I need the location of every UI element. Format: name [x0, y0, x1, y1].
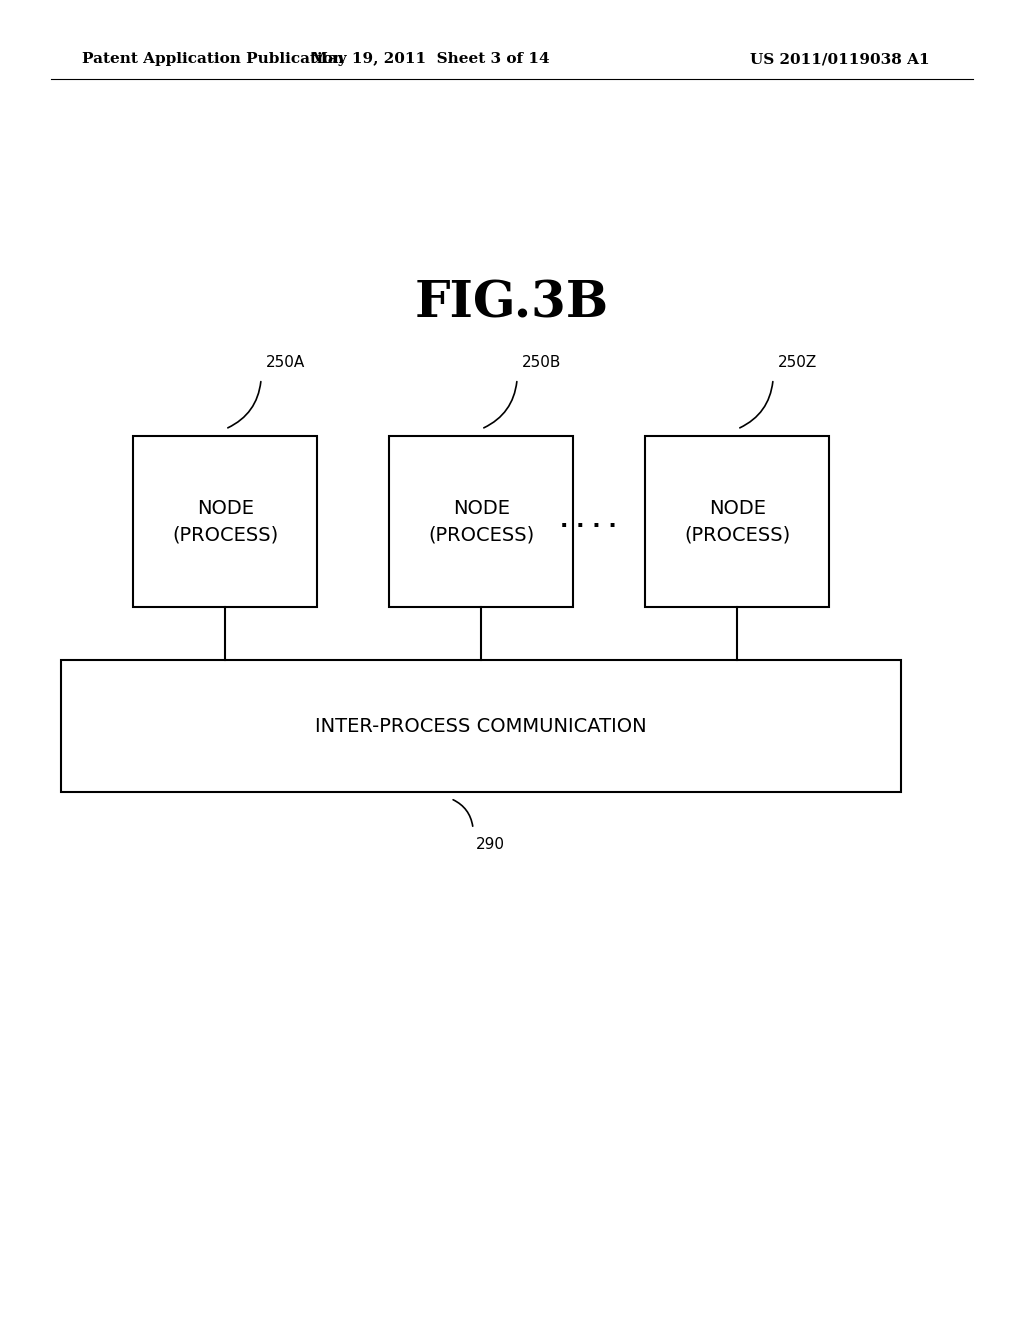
FancyBboxPatch shape: [389, 436, 573, 607]
Text: US 2011/0119038 A1: US 2011/0119038 A1: [750, 53, 930, 66]
FancyBboxPatch shape: [61, 660, 901, 792]
Text: 250B: 250B: [522, 355, 561, 371]
FancyBboxPatch shape: [133, 436, 317, 607]
Text: NODE
(PROCESS): NODE (PROCESS): [172, 499, 279, 544]
Text: NODE
(PROCESS): NODE (PROCESS): [684, 499, 791, 544]
Text: 290: 290: [476, 837, 505, 853]
Text: FIG.3B: FIG.3B: [415, 279, 609, 329]
Text: 250A: 250A: [266, 355, 305, 371]
Text: Patent Application Publication: Patent Application Publication: [82, 53, 344, 66]
FancyBboxPatch shape: [645, 436, 829, 607]
Text: INTER-PROCESS COMMUNICATION: INTER-PROCESS COMMUNICATION: [315, 717, 647, 735]
Text: NODE
(PROCESS): NODE (PROCESS): [428, 499, 535, 544]
Text: 250Z: 250Z: [778, 355, 817, 371]
Text: May 19, 2011  Sheet 3 of 14: May 19, 2011 Sheet 3 of 14: [310, 53, 550, 66]
Text: . . . .: . . . .: [560, 511, 617, 532]
